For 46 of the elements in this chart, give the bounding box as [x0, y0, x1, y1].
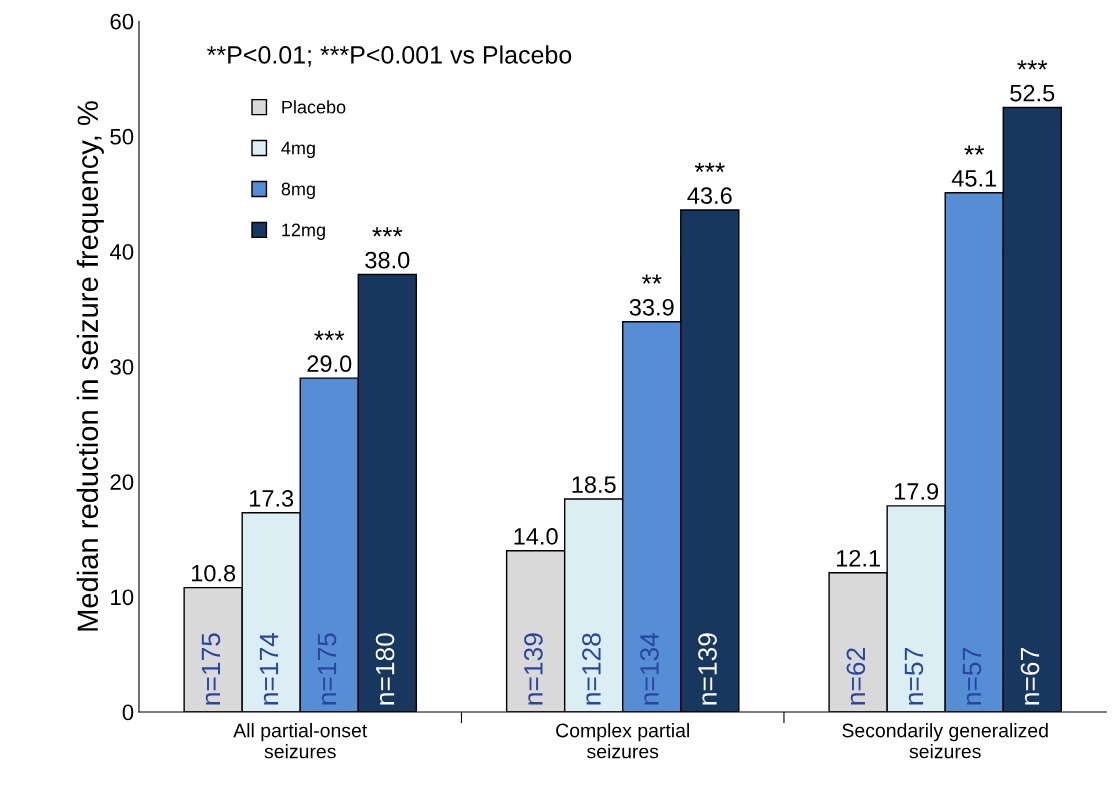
data-label: 43.6 [687, 187, 732, 204]
data-label: 10.8 [192, 564, 236, 582]
data-label: 52.5 [1010, 84, 1055, 102]
annotation: **P<0.01; ***P<0.001 vs Placebo [207, 45, 572, 67]
annotation: n=57 [962, 648, 982, 705]
x-tick-label: Complex partial seizures [556, 723, 689, 759]
y-tick-label: 30 [110, 359, 134, 375]
annotation: n=175 [201, 633, 221, 705]
data-label: 17.9 [895, 483, 939, 500]
annotation: ** [641, 274, 662, 284]
data-label: 14.0 [514, 528, 558, 545]
y-tick-label: 0 [122, 704, 134, 721]
annotation: n=180 [375, 633, 395, 705]
y-tick-label: 50 [110, 128, 134, 145]
annotation: n=139 [524, 633, 543, 705]
annotation: *** [314, 330, 345, 341]
data-label: 18.5 [572, 476, 616, 493]
data-label: 33.9 [629, 298, 674, 316]
y-tick-label: 10 [111, 589, 134, 606]
y-tick-label: 20 [110, 474, 134, 490]
data-label: 29.0 [307, 355, 352, 373]
x-tick-label: Secondarily generalized seizures [842, 723, 1048, 759]
annotation: n=67 [1020, 648, 1040, 705]
data-label: 45.1 [951, 170, 997, 187]
x-tick-label: All partial-onset seizures [233, 723, 368, 759]
annotation: ** [964, 145, 985, 155]
annotation: n=128 [582, 633, 601, 705]
annotation: *** [372, 227, 403, 237]
legend-label: 8mg [281, 182, 315, 199]
annotation: n=62 [846, 648, 866, 705]
y-tick-label: 40 [109, 244, 134, 260]
annotation: n=175 [317, 633, 337, 705]
legend-label: 12mg [282, 223, 325, 240]
annotation: *** [1017, 60, 1048, 70]
annotation: n=174 [259, 632, 279, 705]
data-label: 17.3 [250, 490, 294, 507]
annotation: n=134 [640, 632, 659, 705]
annotation: n=139 [698, 633, 717, 705]
legend-label: 4mg [281, 141, 315, 159]
annotation: n=57 [904, 648, 924, 705]
legend-label: Placebo [282, 100, 346, 114]
y-tick-label: 60 [110, 13, 134, 30]
annotation: *** [694, 162, 725, 173]
data-label: 12.1 [836, 549, 880, 567]
y-axis-title: Median reduction in seizure frequency, % [76, 101, 104, 631]
data-label: 38.0 [365, 251, 410, 269]
